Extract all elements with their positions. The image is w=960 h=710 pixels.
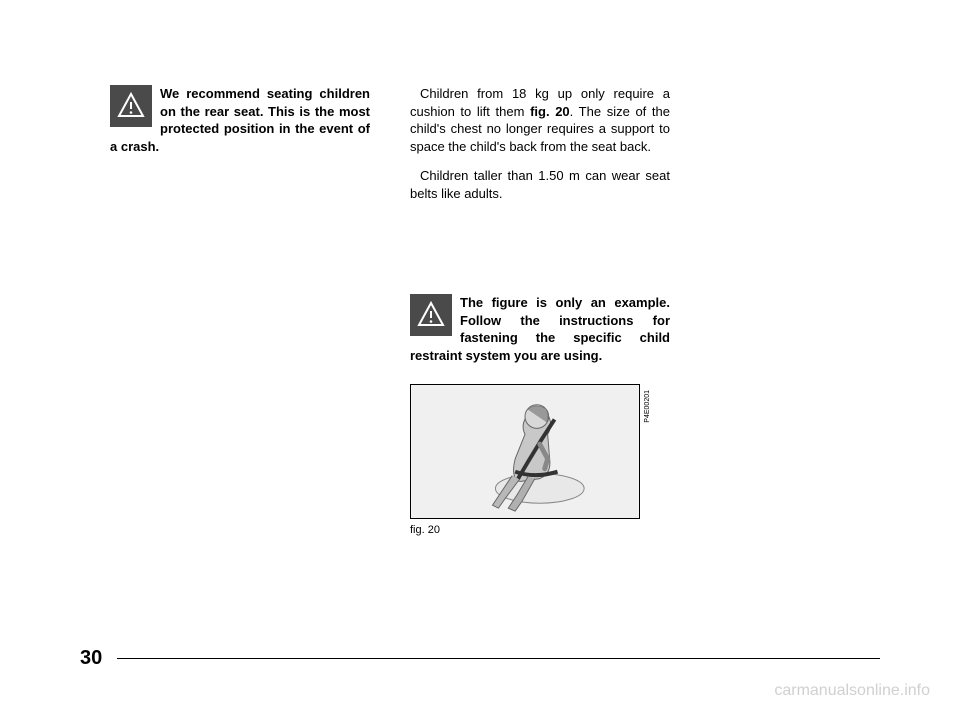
child-seat-illustration [411, 385, 639, 518]
warning-triangle-icon [110, 85, 152, 127]
figure-20-image: P4E00201 [410, 384, 640, 519]
paragraph-height: Children taller than 1.50 m can wear sea… [410, 167, 670, 202]
warning-rear-seat: We recommend seating children on the rea… [110, 85, 370, 155]
warning-triangle-icon [410, 294, 452, 336]
figure-20-container: P4E00201 fig. 20 [410, 384, 640, 536]
fig-ref: fig. 20 [530, 104, 570, 119]
manual-page: We recommend seating children on the rea… [0, 0, 960, 710]
footer-divider [117, 658, 880, 660]
figure-code-label: P4E00201 [644, 390, 651, 423]
paragraph-cushion: Children from 18 kg up only require a cu… [410, 85, 670, 155]
right-column: Children from 18 kg up only require a cu… [410, 85, 670, 536]
content-area: We recommend seating children on the rea… [110, 85, 880, 536]
page-number: 30 [80, 647, 102, 670]
left-column: We recommend seating children on the rea… [110, 85, 370, 536]
warning-figure-example: The figure is only an example. Follow th… [410, 294, 670, 364]
page-footer: 30 [80, 647, 880, 670]
watermark-text: carmanualsonline.info [774, 682, 930, 700]
figure-caption: fig. 20 [410, 524, 640, 536]
